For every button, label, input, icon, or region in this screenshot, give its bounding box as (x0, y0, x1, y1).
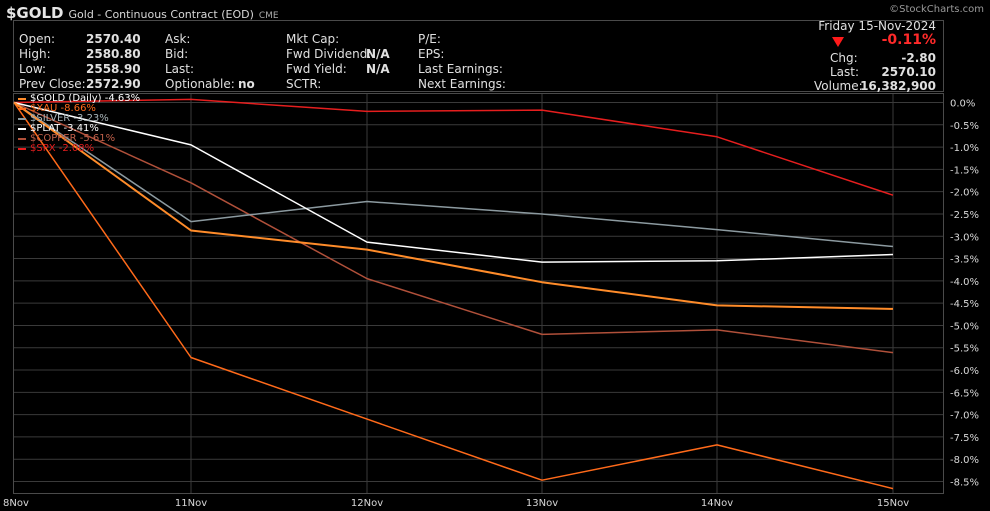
y-tick-label: -5.0% (950, 321, 979, 332)
volume-value: 16,382,900 (860, 79, 936, 93)
y-tick-label: -4.5% (950, 299, 979, 310)
legend-item-plat: $PLAT -3.41% (18, 124, 140, 134)
fwd-yield-value: N/A (366, 62, 390, 76)
series-line (13, 102, 894, 490)
last-label: Last: (165, 62, 195, 76)
y-tick-label: -8.0% (950, 455, 979, 466)
chg-value: -2.80 (901, 51, 936, 65)
optionable-value: no (238, 77, 255, 91)
down-arrow-icon (832, 37, 844, 47)
y-tick-label: -7.5% (950, 433, 979, 444)
legend-label-silver: $SILVER -3.23% (30, 113, 109, 124)
y-tick-label: -3.0% (950, 232, 979, 243)
legend-item-xau: $XAU -8.66% (18, 104, 140, 114)
eps-label: EPS: (418, 47, 445, 61)
legend-label-spx: $SPX -2.08% (30, 143, 95, 154)
pe-label: P/E: (418, 32, 441, 46)
x-tick-label: 11Nov (175, 498, 207, 509)
optionable-label: Optionable: (165, 77, 235, 91)
series-line (13, 101, 894, 310)
y-tick-label: 0.0% (950, 99, 975, 110)
legend-label-plat: $PLAT -3.41% (30, 123, 99, 134)
prev-close-label: Prev Close: (19, 77, 86, 91)
y-tick-label: -7.0% (950, 411, 979, 422)
legend-swatch-silver (18, 118, 26, 120)
y-tick-label: -0.5% (950, 121, 979, 132)
y-tick-label: -2.0% (950, 188, 979, 199)
legend-swatch-xau (18, 108, 26, 110)
x-tick-label: 15Nov (877, 498, 909, 509)
symbol-description: Gold - Continuous Contract (EOD) (68, 8, 254, 21)
last-price-value: 2570.10 (881, 65, 936, 79)
low-label: Low: (19, 62, 47, 76)
legend-item-copper: $COPPER -5.61% (18, 134, 140, 144)
y-tick-label: -5.5% (950, 344, 979, 355)
y-tick-label: -1.0% (950, 143, 979, 154)
ask-label: Ask: (165, 32, 191, 46)
change-percent: -0.11% (881, 32, 936, 48)
open-label: Open: (19, 32, 56, 46)
next-earnings-label: Next Earnings: (418, 77, 506, 91)
y-tick-label: -6.0% (950, 366, 979, 377)
x-tick-label: 14Nov (701, 498, 733, 509)
legend-label-xau: $XAU -8.66% (30, 103, 96, 114)
legend-item-silver: $SILVER -3.23% (18, 114, 140, 124)
y-tick-label: -6.5% (950, 388, 979, 399)
series-line (13, 98, 894, 196)
exchange-label: CME (258, 11, 279, 21)
x-tick-label: 8Nov (3, 498, 29, 509)
legend-swatch-spx (18, 148, 26, 150)
chg-label: Chg: (830, 51, 858, 65)
prev-close-value: 2572.90 (86, 77, 141, 91)
series-line (13, 101, 894, 263)
mkt-cap-label: Mkt Cap: (286, 32, 340, 46)
y-tick-label: -2.5% (950, 210, 979, 221)
series-line (13, 101, 894, 248)
legend-item-spx: $SPX -2.08% (18, 144, 140, 154)
last-earnings-label: Last Earnings: (418, 62, 503, 76)
open-value: 2570.40 (86, 32, 141, 46)
y-tick-label: -1.5% (950, 165, 979, 176)
chart-legend: $GOLD (Daily) -4.63% $XAU -8.66% $SILVER… (18, 94, 140, 154)
volume-label: Volume: (814, 79, 863, 93)
bid-label: Bid: (165, 47, 189, 61)
stockcharts-watermark: ©StockCharts.com (889, 4, 984, 15)
legend-label-gold: $GOLD (Daily) -4.63% (30, 93, 141, 104)
y-tick-label: -8.5% (950, 478, 979, 489)
symbol-label: $GOLD (6, 4, 64, 22)
low-value: 2558.90 (86, 62, 141, 76)
series-line (13, 101, 894, 354)
y-tick-label: -4.0% (950, 277, 979, 288)
fwd-dividend-label: Fwd Dividend: (286, 47, 372, 61)
plot-area (13, 93, 944, 494)
x-tick-label: 13Nov (526, 498, 558, 509)
legend-item-gold: $GOLD (Daily) -4.63% (18, 94, 140, 104)
high-label: High: (19, 47, 51, 61)
legend-swatch-gold (18, 98, 26, 100)
quote-date: Friday 15-Nov-2024 (818, 19, 936, 33)
legend-swatch-copper (18, 138, 26, 140)
chart-title: $GOLD Gold - Continuous Contract (EOD) C… (6, 4, 279, 22)
fwd-dividend-value: N/A (366, 47, 390, 61)
sctr-label: SCTR: (286, 77, 322, 91)
y-tick-label: -3.5% (950, 255, 979, 266)
x-tick-label: 12Nov (351, 498, 383, 509)
high-value: 2580.80 (86, 47, 141, 61)
legend-label-copper: $COPPER -5.61% (30, 133, 116, 144)
quote-panel: Open: 2570.40 High: 2580.80 Low: 2558.90… (13, 19, 944, 93)
fwd-yield-label: Fwd Yield: (286, 62, 347, 76)
legend-swatch-plat (18, 128, 26, 130)
last-price-label: Last: (830, 65, 860, 79)
